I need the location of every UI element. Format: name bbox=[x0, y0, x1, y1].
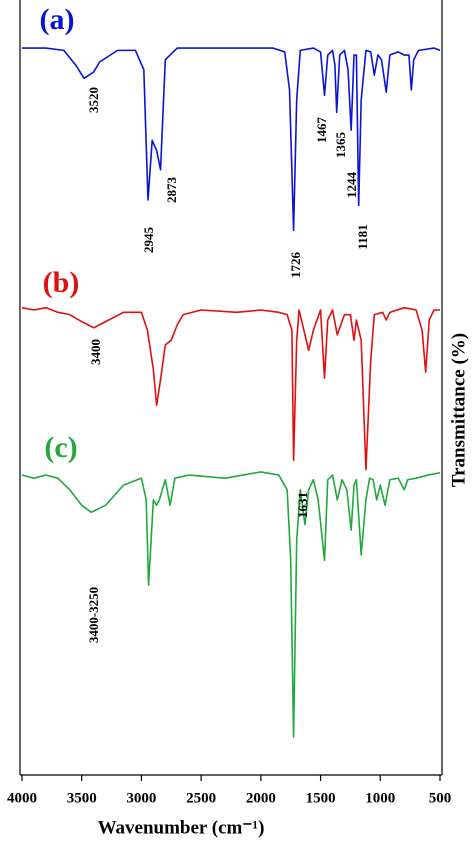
peak-label: 1365 bbox=[333, 132, 348, 159]
x-tick-label: 3000 bbox=[126, 790, 156, 806]
peak-label: 2873 bbox=[164, 177, 179, 204]
x-tick-label: 4000 bbox=[7, 790, 37, 806]
x-axis-title: Wavenumber (cm⁻¹) bbox=[98, 817, 265, 838]
peak-label: 2945 bbox=[141, 227, 156, 254]
x-tick-label: 2000 bbox=[246, 790, 276, 806]
spectrum-line bbox=[21, 306, 440, 471]
peak-label: 1631 bbox=[295, 492, 310, 518]
peak-label: 1181 bbox=[355, 224, 370, 249]
legend-label: (a) bbox=[40, 3, 75, 36]
peak-label: 1726 bbox=[288, 252, 303, 279]
x-tick-label: 2500 bbox=[186, 790, 216, 806]
peak-label: 3400 bbox=[88, 339, 103, 365]
legend-label: (c) bbox=[44, 431, 77, 464]
legend-label: (b) bbox=[43, 266, 80, 299]
x-tick-label: 1500 bbox=[306, 790, 336, 806]
spectrum-line bbox=[21, 471, 441, 738]
x-tick-label: 500 bbox=[429, 790, 452, 806]
x-tick-label: 1000 bbox=[365, 790, 395, 806]
peak-label: 3520 bbox=[86, 87, 101, 113]
x-tick-label: 3500 bbox=[67, 790, 97, 806]
y-axis-title: Transmittance (%) bbox=[448, 333, 469, 487]
peak-label: 1467 bbox=[314, 117, 329, 144]
peak-label: 1244 bbox=[344, 172, 359, 199]
spectrum-line bbox=[22, 47, 441, 231]
peak-label: 3400-3250 bbox=[86, 587, 101, 643]
